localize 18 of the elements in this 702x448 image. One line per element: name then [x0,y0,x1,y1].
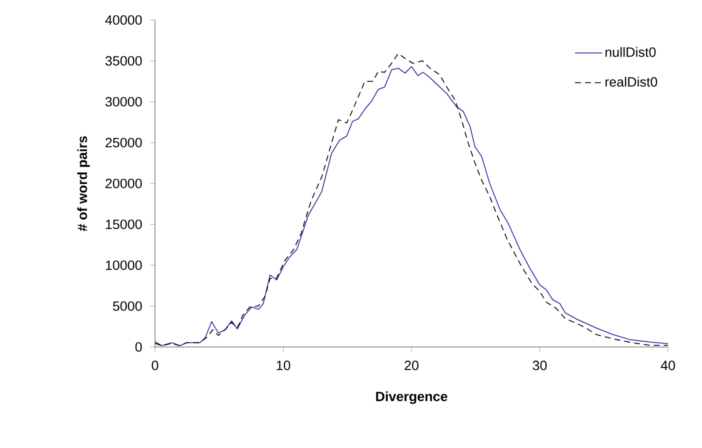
y-tick-label: 0 [135,342,142,352]
x-tick-label: 40 [660,360,675,370]
y-tick-label: 25000 [106,138,142,148]
y-tick-label: 35000 [105,56,142,66]
x-tick-label: 0 [152,360,158,370]
y-tick-label: 30000 [105,96,142,106]
legend-label: nullDist0 [606,47,656,57]
y-tick-label: 15000 [106,220,142,230]
legend-label: realDist0 [606,76,658,87]
x-tick-label: 30 [532,360,547,370]
x-axis-title: Divergence [376,391,448,404]
x-tick-label: 10 [276,360,290,370]
y-axis-title: # of word pairs [77,136,90,232]
x-tick-label: 20 [404,360,418,370]
y-tick-label: 40000 [105,15,142,25]
y-tick-label: 20000 [106,178,142,188]
y-tick-label: 5000 [112,301,142,311]
y-tick-label: 10000 [106,260,142,270]
